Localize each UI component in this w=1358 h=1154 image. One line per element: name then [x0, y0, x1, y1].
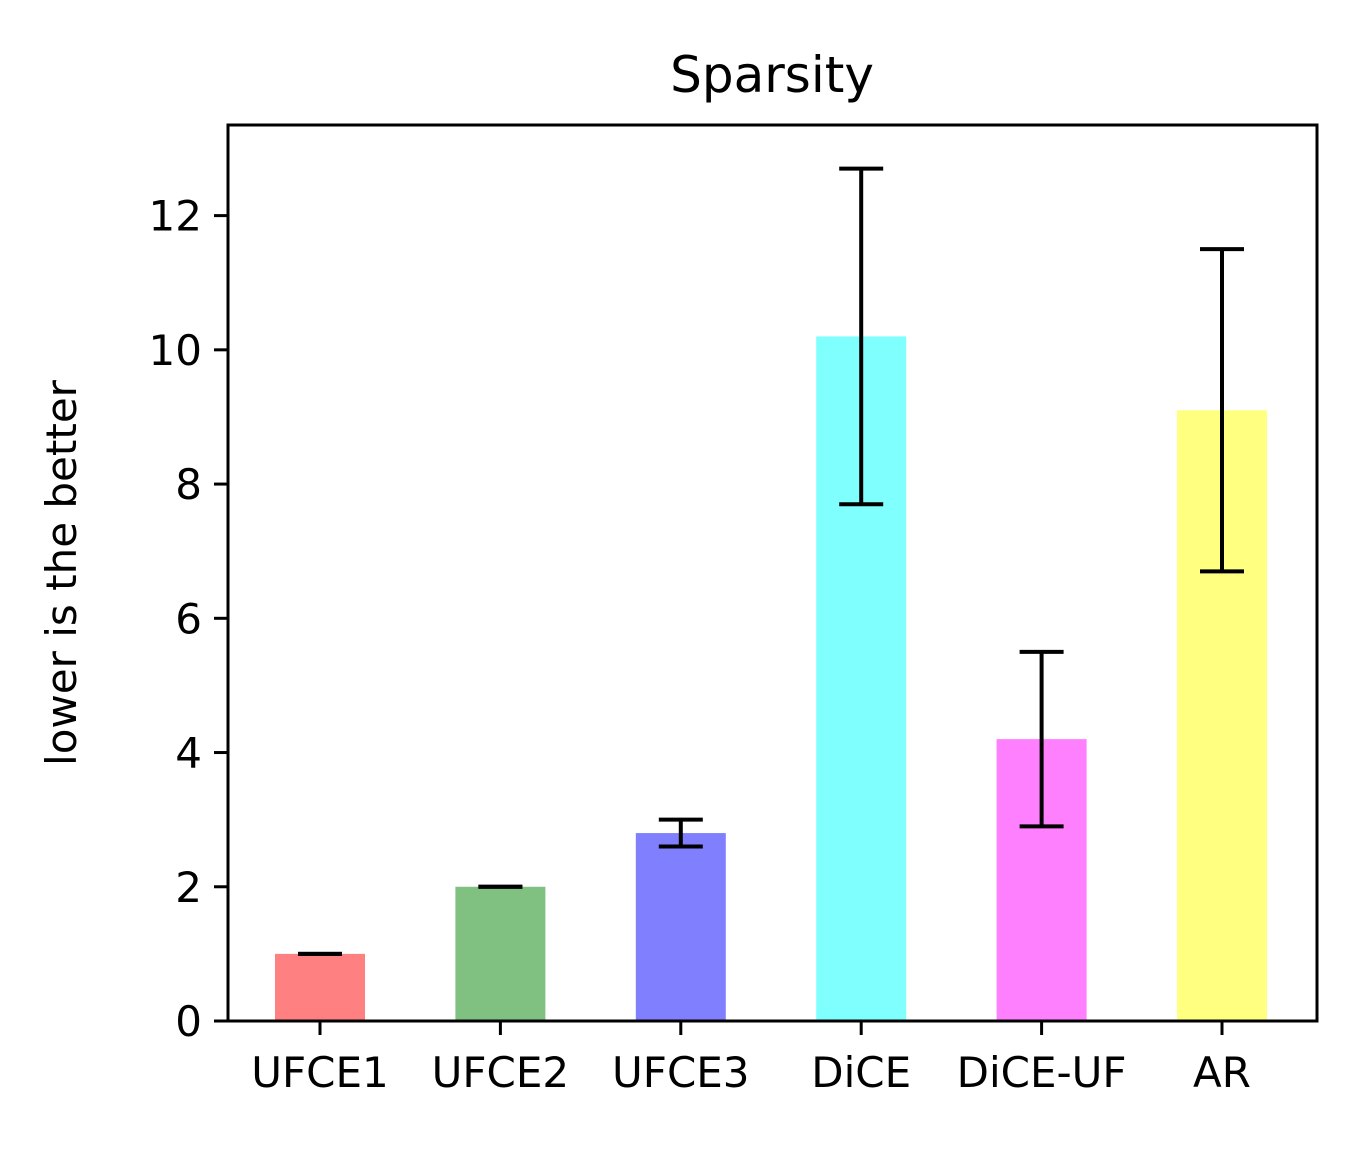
- error-bar-ufce3: [658, 817, 703, 849]
- x-tick-label: AR: [1193, 1048, 1251, 1097]
- y-axis-label: lower is the better: [37, 379, 86, 766]
- y-tick-label: 4: [175, 729, 202, 778]
- plot-frame: [226, 123, 1319, 1023]
- error-bar-ar: [1200, 247, 1244, 574]
- x-tick-label: UFCE3: [612, 1048, 749, 1097]
- y-tick-label: 8: [175, 460, 202, 509]
- x-axis: UFCE1 UFCE2 UFCE3 DiCE DiCE-UF AR: [251, 1021, 1251, 1097]
- bar-ufce2: [455, 886, 546, 1021]
- y-tick-label: 10: [149, 326, 202, 375]
- x-tick-label: UFCE1: [251, 1048, 388, 1097]
- chart-title: Sparsity: [670, 46, 874, 104]
- x-tick-label: DiCE-UF: [957, 1048, 1127, 1097]
- bar-ufce3: [635, 833, 726, 1021]
- bars-layer: [275, 336, 1267, 1022]
- y-tick-label: 6: [175, 594, 202, 643]
- y-tick-label: 2: [175, 863, 202, 912]
- y-tick-label: 12: [149, 192, 202, 241]
- x-tick-label: UFCE2: [432, 1048, 569, 1097]
- bar-ufce1: [275, 953, 365, 1021]
- y-tick-label: 0: [175, 997, 202, 1046]
- errorbars-layer: [298, 166, 1244, 956]
- error-bar-dice: [839, 166, 884, 507]
- error-bar-dice-uf: [1019, 649, 1064, 829]
- x-tick-label: DiCE: [811, 1048, 911, 1097]
- y-axis: 0 2 4 6 8 10 12: [149, 192, 228, 1046]
